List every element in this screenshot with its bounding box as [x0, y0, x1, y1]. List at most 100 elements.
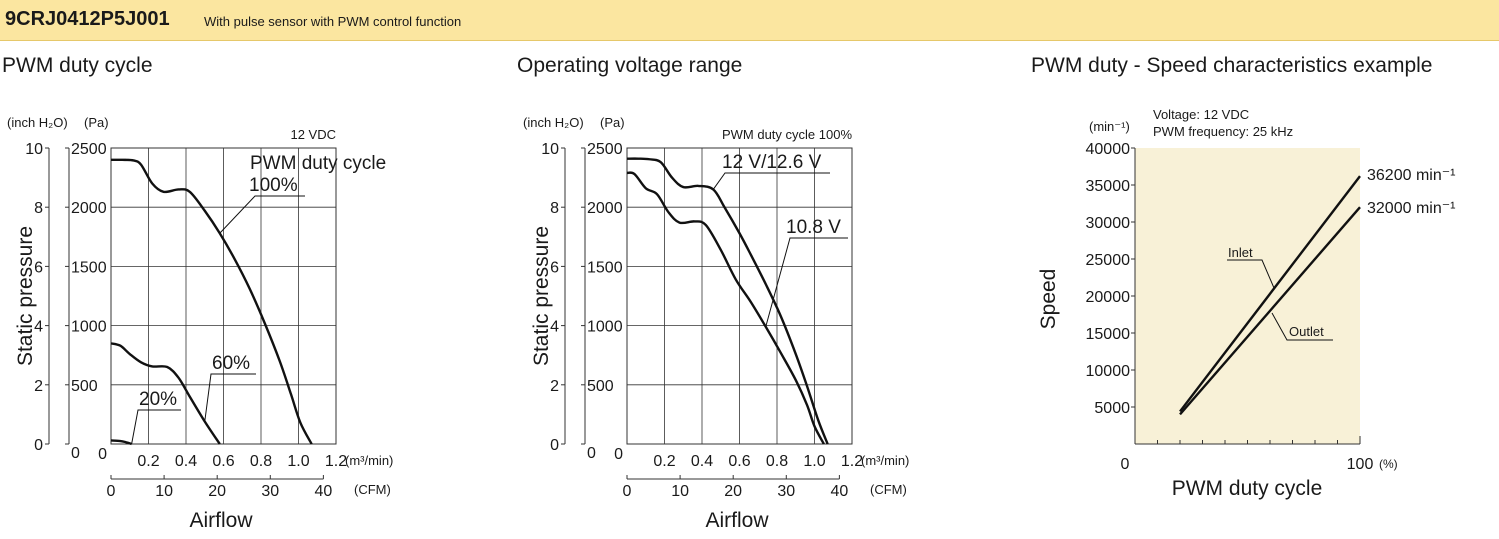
chart1-series-leader [131, 409, 181, 445]
chart1-y-tick-label: 0 [71, 445, 80, 462]
chart1-y-tick-label: 2000 [71, 200, 107, 217]
chart2-x-cfm-tick-label: 40 [830, 483, 848, 500]
chart1-x-tick-label: 1.2 [325, 453, 347, 470]
chart2-x-cfm-tick-label: 30 [777, 483, 795, 500]
chart3-y-tick-label: 15000 [1086, 326, 1131, 343]
chart1-series-line [110, 439, 132, 446]
chart1-x-axis-label: Airflow [189, 509, 253, 532]
chart2-x-tick-label: 0.8 [766, 453, 788, 470]
chart2-annotation: PWM duty cycle 100% [722, 127, 852, 142]
chart2-x-tick-label: 0.4 [691, 453, 713, 470]
chart3-series-leader [1271, 312, 1333, 341]
chart2-y-tick-label: 2000 [587, 200, 623, 217]
chart2-x-axis-label: Airflow [705, 509, 769, 532]
chart2-series-line [626, 171, 825, 445]
chart1-y-inch-tick-label: 6 [34, 259, 43, 276]
chart1-y-inch-tick-label: 0 [34, 437, 43, 454]
chart2-y-inch-tick-label: 4 [550, 319, 559, 336]
chart2-y-axis-label: Static pressure [530, 226, 553, 366]
chart1-x-tick-label: 0 [98, 446, 107, 463]
chart3-annotation: PWM frequency: 25 kHz [1153, 124, 1293, 139]
chart1-y-tick-label: 2500 [71, 141, 107, 158]
chart1-x-cfm-tick-label: 20 [208, 483, 226, 500]
chart1-x-tick-label: 1.0 [287, 453, 309, 470]
chart2-x-unit-m3: (m³/min) [861, 453, 909, 468]
chart2-y-tick-label: 0 [587, 445, 596, 462]
chart2-series-leader [712, 172, 830, 190]
chart3-x-axis-label: PWM duty cycle [1172, 477, 1323, 500]
chart3-series-label: Inlet [1228, 245, 1253, 260]
chart3-series-line [1179, 206, 1361, 416]
chart1-x-tick-label: 0.4 [175, 453, 197, 470]
chart1-x-cfm-tick-label: 0 [107, 483, 116, 500]
chart1-y-inch-tick-label: 10 [25, 141, 43, 158]
chart3-y-tick-label: 30000 [1086, 215, 1131, 232]
chart3-y-tick-label: 5000 [1094, 400, 1130, 417]
chart1-x-tick-label: 0.2 [137, 453, 159, 470]
chart1-title: PWM duty cycle [2, 54, 153, 77]
chart1-x-unit-cfm: (CFM) [354, 482, 391, 497]
chart2-y-tick-label: 500 [587, 378, 614, 395]
chart2-y-inch-tick-label: 8 [550, 200, 559, 217]
header-banner: 9CRJ0412P5J001 With pulse sensor with PW… [0, 0, 1499, 41]
chart2-y-inch-tick-label: 10 [541, 141, 559, 158]
chart1-annotation: 12 VDC [290, 127, 336, 142]
chart2-x-tick-label: 1.2 [841, 453, 863, 470]
chart3-y-unit: (min⁻¹) [1089, 119, 1130, 134]
model-description: With pulse sensor with PWM control funct… [204, 14, 462, 29]
chart1-y-tick-label: 500 [71, 378, 98, 395]
chart3-series-line [1179, 175, 1361, 413]
chart1-y-inch-tick-label: 2 [34, 378, 43, 395]
chart3-title: PWM duty - Speed characteristics example [1031, 54, 1433, 77]
chart1-x-tick-label: 0.6 [212, 453, 234, 470]
chart1-series-label: 60% [212, 353, 250, 374]
chart2-y-tick-label: 1000 [587, 319, 623, 336]
chart2-x-tick-label: 0.2 [653, 453, 675, 470]
chart2-y-inch-tick-label: 6 [550, 259, 559, 276]
chart3-x-unit: (%) [1379, 457, 1398, 471]
chart2-y-inch-tick-label: 0 [550, 437, 559, 454]
chart3-series-label: Outlet [1289, 324, 1324, 339]
chart1-series-leader [204, 373, 256, 422]
chart1-series-label: 100% [249, 175, 298, 196]
chart1-x-cfm-tick-label: 30 [261, 483, 279, 500]
chart3-x-tick-label: 100 [1347, 456, 1374, 473]
chart1-series-label: 20% [139, 389, 177, 410]
chart1-y-tick-label: 1500 [71, 259, 107, 276]
chart3-plot-background [1135, 148, 1360, 444]
chart2-series-label: 12 V/12.6 V [722, 152, 822, 173]
chart1-series-line [110, 158, 313, 445]
chart2-y-tick-label: 2500 [587, 141, 623, 158]
chart3-series-leader [1227, 259, 1275, 289]
chart1-y-unit-inch: (inch H₂O) [7, 115, 68, 130]
chart2-x-tick-label: 1.0 [803, 453, 825, 470]
chart1-x-cfm-tick-label: 40 [314, 483, 332, 500]
chart2-x-cfm-tick-label: 20 [724, 483, 742, 500]
chart2-y-inch-tick-label: 2 [550, 378, 559, 395]
chart3-y-axis-label: Speed [1037, 269, 1060, 330]
chart2-x-unit-cfm: (CFM) [870, 482, 907, 497]
chart1-y-axis-label: Static pressure [14, 226, 37, 366]
chart2-x-tick-label: 0.6 [728, 453, 750, 470]
chart2-series-line [626, 157, 829, 445]
chart1-legend-title: PWM duty cycle [250, 153, 386, 174]
chart2-plot-frame [626, 147, 853, 445]
chart2-y-unit-pa: (Pa) [600, 115, 625, 130]
chart3-y-tick-label: 40000 [1086, 141, 1131, 158]
chart2-title: Operating voltage range [517, 54, 743, 77]
chart1-y-tick-label: 1000 [71, 319, 107, 336]
chart1-y-inch-tick-label: 4 [34, 319, 43, 336]
chart1-y-unit-pa: (Pa) [84, 115, 109, 130]
chart3-y-tick-label: 10000 [1086, 363, 1131, 380]
chart1-x-cfm-tick-label: 10 [155, 483, 173, 500]
chart2-x-cfm-tick-label: 10 [671, 483, 689, 500]
chart3-y-tick-label: 25000 [1086, 252, 1131, 269]
chart3-end-label: 32000 min⁻¹ [1367, 200, 1456, 217]
chart2-y-unit-inch: (inch H₂O) [523, 115, 584, 130]
chart3-y-tick-label: 35000 [1086, 178, 1131, 195]
chart3-annotation: Voltage: 12 VDC [1153, 107, 1249, 122]
chart2-x-cfm-tick-label: 0 [623, 483, 632, 500]
chart2-series-leader [765, 237, 848, 327]
chart2-x-tick-label: 0 [614, 446, 623, 463]
chart2-y-tick-label: 1500 [587, 259, 623, 276]
